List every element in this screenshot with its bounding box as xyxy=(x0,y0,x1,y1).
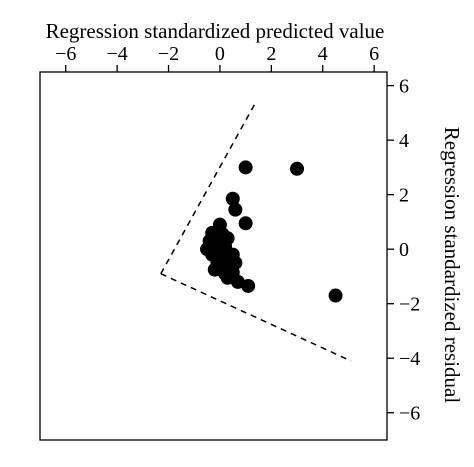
dashed-funnel-lines xyxy=(160,101,352,362)
x-tick-label: 2 xyxy=(266,43,276,65)
y-tick-label: 2 xyxy=(399,185,409,207)
data-point xyxy=(290,161,305,176)
y-tick-label: −2 xyxy=(399,294,420,316)
y-tick-label: −4 xyxy=(399,348,420,370)
y-tick-label: 6 xyxy=(399,76,409,98)
x-tick-label: −4 xyxy=(106,43,127,65)
data-point xyxy=(238,216,253,231)
funnel-lower-line xyxy=(160,273,352,362)
y-tick-label: 4 xyxy=(399,130,409,152)
x-tick-label: 0 xyxy=(215,43,225,65)
y-tick-label: 0 xyxy=(399,239,409,261)
x-tick-label: −6 xyxy=(55,43,76,65)
data-points xyxy=(200,160,343,303)
y-tick-label: −6 xyxy=(399,403,420,425)
x-axis: −6 −4 −2 0 2 4 6 xyxy=(55,43,379,72)
data-point xyxy=(228,202,243,217)
x-tick-label: −2 xyxy=(158,43,179,65)
x-tick-label: 4 xyxy=(318,43,328,65)
y-axis-title: Regression standardized residual xyxy=(440,127,464,404)
data-point xyxy=(241,278,256,293)
x-axis-title: Regression standardized predicted value xyxy=(46,19,385,43)
data-point xyxy=(328,288,343,303)
data-point xyxy=(238,160,253,175)
plot-frame xyxy=(39,71,388,441)
y-axis: 6 4 2 0 −2 −4 −6 xyxy=(387,76,420,425)
data-point xyxy=(225,191,240,206)
x-tick-label: 6 xyxy=(369,43,379,65)
plot-border xyxy=(39,71,388,441)
